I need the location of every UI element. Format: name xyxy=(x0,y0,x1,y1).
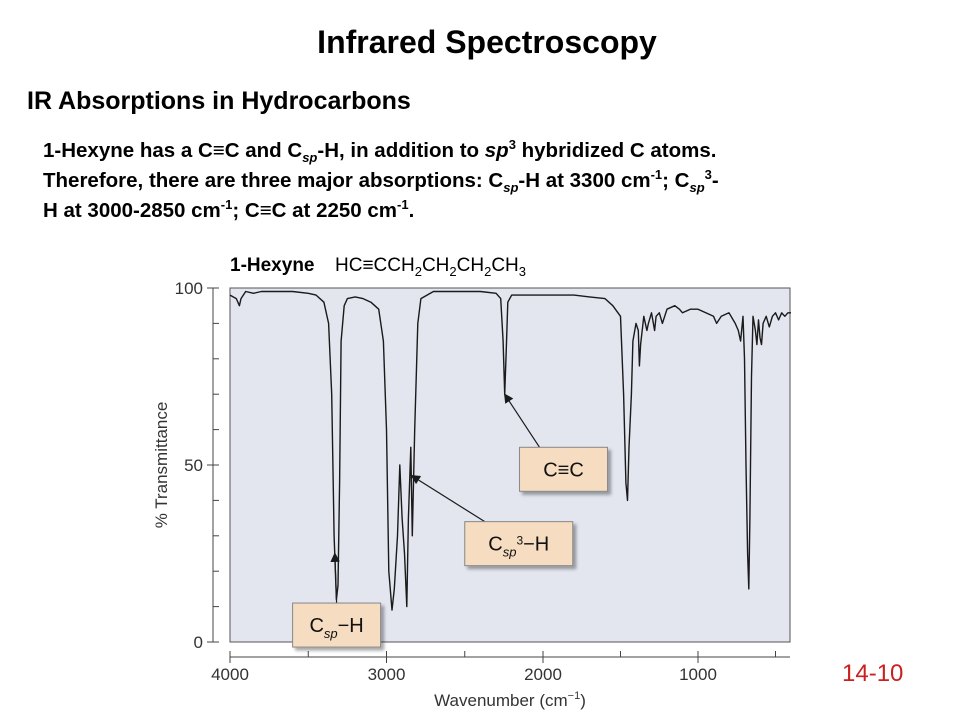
sp-subscript: sp xyxy=(302,150,318,166)
y-tick-label: 100 xyxy=(175,279,203,298)
text-fragment: -H at 3300 cm xyxy=(518,169,651,192)
x-tick-label: 2000 xyxy=(524,665,562,684)
annotations: C≡C Csp3−H Csp−H xyxy=(292,393,609,648)
spectrum-line-group xyxy=(229,290,791,611)
annotation-arrow xyxy=(330,552,340,604)
triple-bond-symbol: ≡ xyxy=(259,199,272,222)
annotation-text: Csp3−H xyxy=(488,534,549,560)
text-fragment: -H, in addition to xyxy=(317,139,485,162)
text-fragment: 1-Hexyne has a C xyxy=(43,139,213,162)
y-axis-label: % Transmittance xyxy=(152,402,171,529)
paragraph-line-3: H at 3000-2850 cm-1; C≡C at 2250 cm-1. xyxy=(43,196,943,226)
annotation-text: C≡C xyxy=(543,459,584,481)
sp-subscript: sp xyxy=(503,180,519,196)
superscript-3: 3 xyxy=(508,137,516,153)
x-tick-label: 1000 xyxy=(679,665,717,684)
absorption-label: C≡C xyxy=(503,393,609,492)
superscript-neg1: -1 xyxy=(397,197,409,213)
text-fragment: - xyxy=(711,169,719,192)
annotation-box xyxy=(292,602,382,648)
text-fragment: ; C xyxy=(662,169,690,192)
x-tick-label: 3000 xyxy=(368,665,406,684)
text-fragment: hybridized C atoms. xyxy=(515,139,717,162)
superscript-neg1: -1 xyxy=(220,197,233,213)
text-fragment: ; C xyxy=(232,199,260,222)
paragraph-line-2: Therefore, there are three major absorpt… xyxy=(43,166,943,196)
text-fragment: Therefore, there are three major absorpt… xyxy=(43,169,504,192)
annotation-box xyxy=(464,521,574,567)
absorption-label: Csp−H xyxy=(292,552,382,648)
paragraph-line-1: 1-Hexyne has a C≡C and Csp-H, in additio… xyxy=(43,136,943,166)
triple-bond-symbol: ≡ xyxy=(212,139,225,162)
absorption-label: Csp3−H xyxy=(410,474,574,567)
slide-title: Infrared Spectroscopy xyxy=(317,24,657,60)
annotation-text: Csp−H xyxy=(309,615,363,641)
text-fragment: . xyxy=(408,199,415,222)
annotation-arrow xyxy=(503,393,541,448)
sp-word: sp xyxy=(484,139,509,162)
x-tick-label: 4000 xyxy=(211,665,249,684)
axes: 0 50 100 4000 3000 2000 1000 xyxy=(175,279,790,684)
chart-formula: HC≡CCH2CH2CH2CH3 xyxy=(335,255,526,279)
chart-title: 1-Hexyne xyxy=(230,255,315,276)
y-tick-label: 50 xyxy=(184,456,203,475)
superscript-neg1: -1 xyxy=(650,167,663,183)
text-fragment: C at 2250 cm xyxy=(271,199,398,222)
x-axis-label: Wavenumber (cm−1) xyxy=(434,690,586,710)
sp-subscript: sp xyxy=(689,180,705,196)
section-heading: IR Absorptions in Hydrocarbons xyxy=(27,87,411,115)
superscript-3: 3 xyxy=(704,167,712,183)
body-paragraph: 1-Hexyne has a C≡C and Csp-H, in additio… xyxy=(43,136,943,226)
spectrum-line xyxy=(229,290,791,611)
y-tick-label: 0 xyxy=(194,633,203,652)
plot-area xyxy=(229,287,791,643)
text-fragment: C and C xyxy=(224,139,303,162)
text-fragment: H at 3000-2850 cm xyxy=(43,199,221,222)
annotation-arrow xyxy=(410,474,486,523)
slide-number: 14-10 xyxy=(842,660,904,687)
annotation-box xyxy=(519,446,609,492)
